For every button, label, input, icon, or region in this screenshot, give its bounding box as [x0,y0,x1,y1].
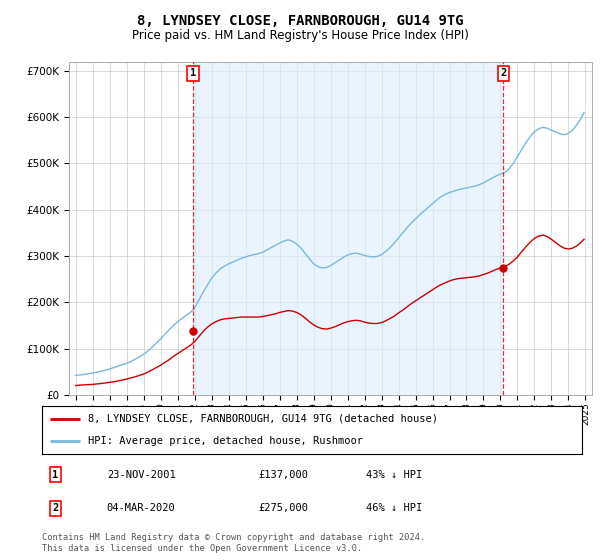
Text: 04-MAR-2020: 04-MAR-2020 [107,503,176,513]
Text: 46% ↓ HPI: 46% ↓ HPI [366,503,422,513]
Bar [193,62,503,395]
Text: 1: 1 [190,68,196,78]
Text: HPI: Average price, detached house, Rushmoor: HPI: Average price, detached house, Rush… [88,436,363,446]
Text: Contains HM Land Registry data © Crown copyright and database right 2024.
This d: Contains HM Land Registry data © Crown c… [42,533,425,553]
Text: 8, LYNDSEY CLOSE, FARNBOROUGH, GU14 9TG: 8, LYNDSEY CLOSE, FARNBOROUGH, GU14 9TG [137,14,463,28]
Text: Price paid vs. HM Land Registry's House Price Index (HPI): Price paid vs. HM Land Registry's House … [131,29,469,42]
Text: 1: 1 [52,470,59,479]
Text: 8, LYNDSEY CLOSE, FARNBOROUGH, GU14 9TG (detached house): 8, LYNDSEY CLOSE, FARNBOROUGH, GU14 9TG … [88,414,438,424]
Text: 23-NOV-2001: 23-NOV-2001 [107,470,176,479]
Text: £137,000: £137,000 [258,470,308,479]
Text: 2: 2 [52,503,59,513]
Text: £275,000: £275,000 [258,503,308,513]
Text: 2: 2 [500,68,506,78]
Text: 43% ↓ HPI: 43% ↓ HPI [366,470,422,479]
